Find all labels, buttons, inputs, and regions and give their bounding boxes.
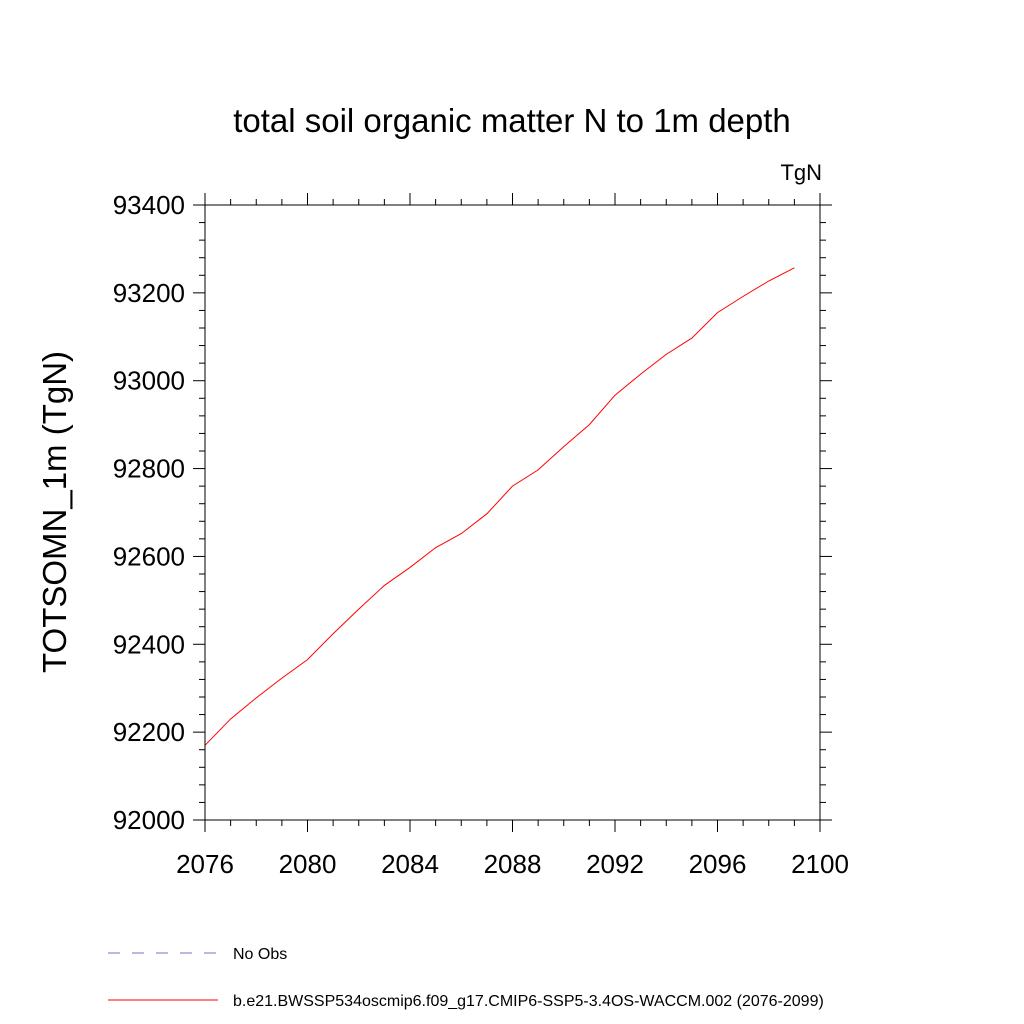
chart-title: total soil organic matter N to 1m depth	[233, 102, 791, 139]
series-line	[204, 267, 795, 746]
legend-label-no-obs: No Obs	[233, 946, 287, 963]
y-tick-label: 93000	[113, 366, 185, 396]
x-tick-label: 2088	[484, 849, 542, 879]
x-tick-label: 2100	[791, 849, 849, 879]
y-tick-label: 92200	[113, 717, 185, 747]
y-tick-label: 92400	[113, 629, 185, 659]
x-tick-label: 2092	[586, 849, 644, 879]
y-tick-label: 92800	[113, 454, 185, 484]
y-tick-label: 92600	[113, 541, 185, 571]
x-tick-label: 2096	[689, 849, 747, 879]
x-tick-label: 2084	[381, 849, 439, 879]
y-tick-label: 92000	[113, 805, 185, 835]
y-axis-label: TOTSOMN_1m (TgN)	[36, 351, 73, 673]
x-tick-label: 2076	[176, 849, 234, 879]
axis-ticks	[193, 193, 832, 832]
legend: No Obs b.e21.BWSSP534oscmip6.f09_g17.CMI…	[108, 946, 824, 1010]
axis-tick-labels: 2076 2080 2084 2088 2092 2096 2100 92000 92200 92…	[113, 190, 849, 879]
x-tick-label: 2080	[279, 849, 337, 879]
legend-label-model: b.e21.BWSSP534oscmip6.f09_g17.CMIP6-SSP5…	[233, 993, 824, 1010]
y-tick-label: 93200	[113, 278, 185, 308]
y-tick-label: 93400	[113, 190, 185, 220]
data-series	[204, 267, 795, 746]
units-label: TgN	[780, 160, 822, 185]
plot-frame	[204, 204, 821, 821]
